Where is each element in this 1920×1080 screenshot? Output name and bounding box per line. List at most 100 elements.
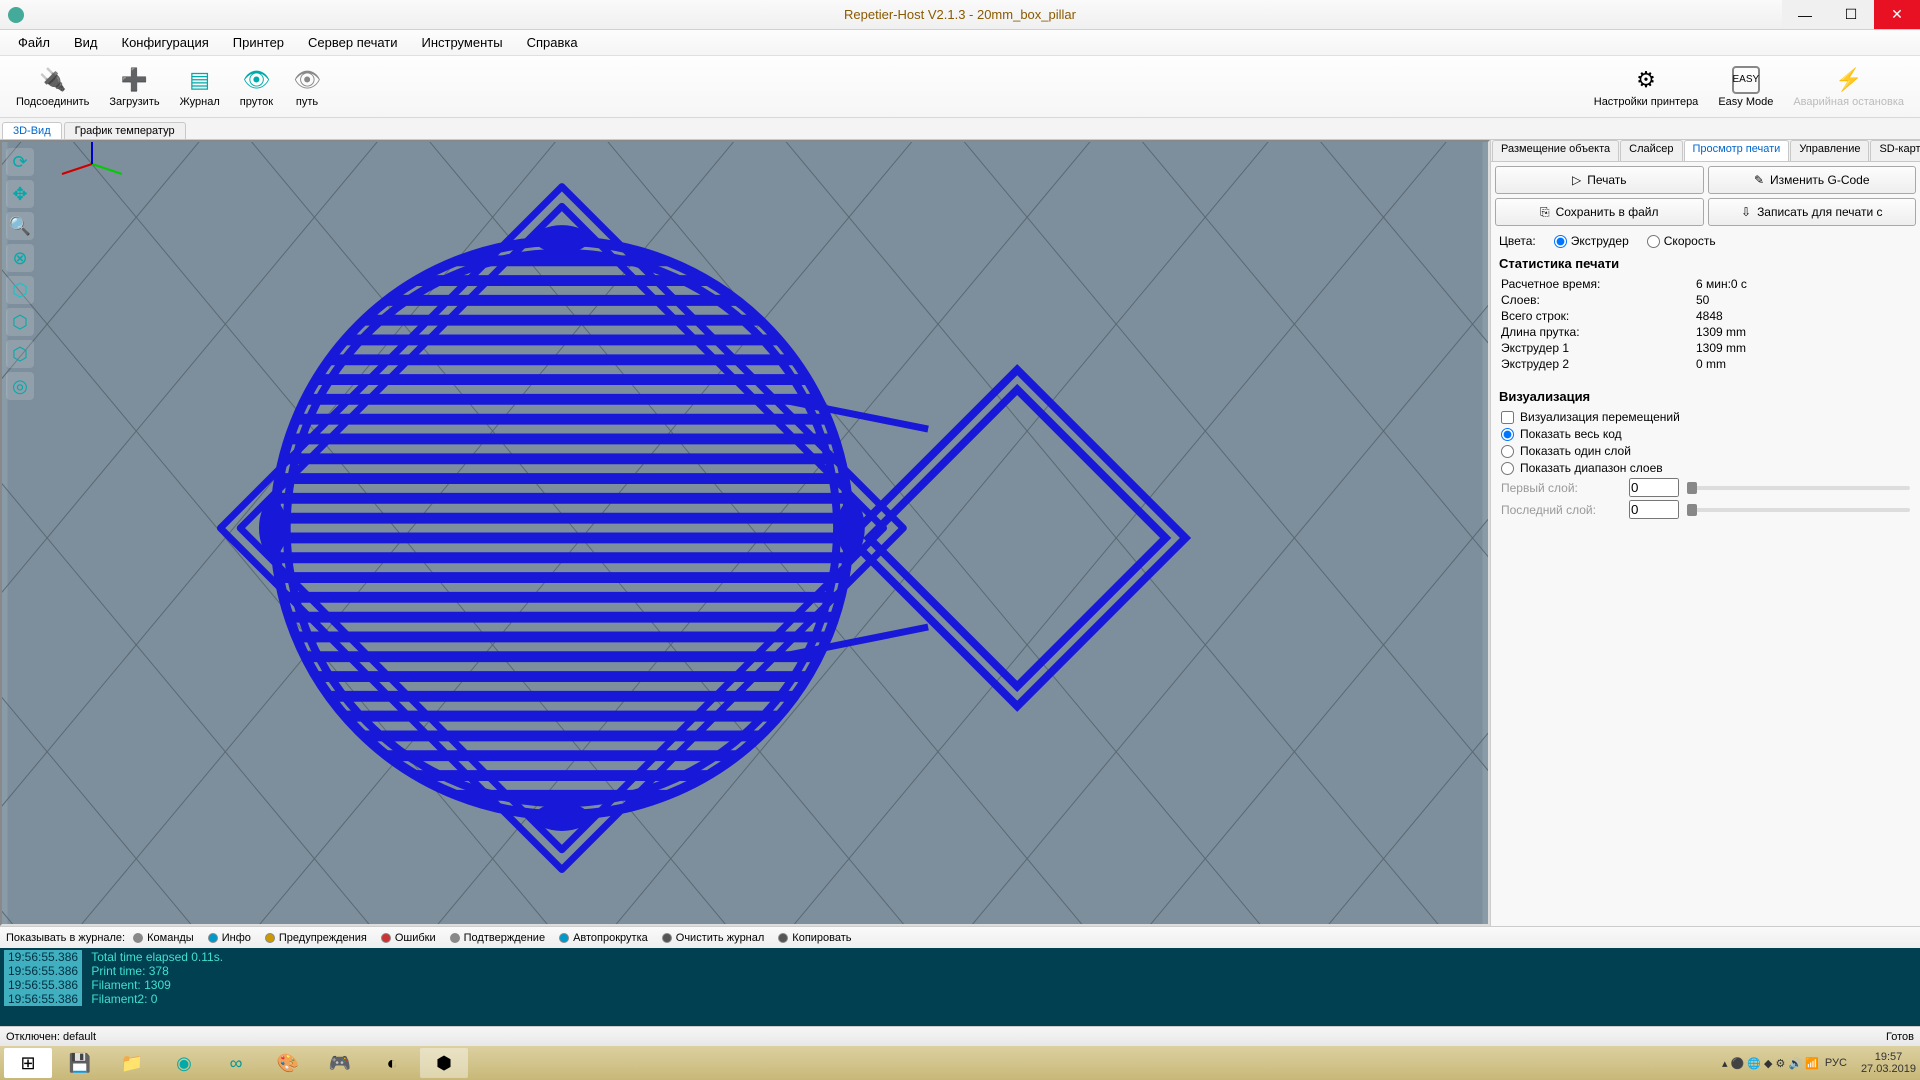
status-left: Отключен: default: [6, 1031, 96, 1043]
menu-Принтер[interactable]: Принтер: [221, 31, 296, 54]
status-right: Готов: [1886, 1031, 1914, 1043]
tool-Аварийная остановка[interactable]: ⚡Аварийная остановка: [1783, 64, 1914, 110]
save-label: Сохранить в файл: [1556, 205, 1659, 219]
view-tab-0[interactable]: 3D-Вид: [2, 122, 62, 139]
print-label: Печать: [1587, 173, 1626, 187]
vis-all-label: Показать весь код: [1520, 427, 1622, 441]
edit-label: Изменить G-Code: [1770, 173, 1869, 187]
lang-indicator[interactable]: РУС: [1825, 1057, 1847, 1069]
menu-Инструменты[interactable]: Инструменты: [410, 31, 515, 54]
vis-range-label: Показать диапазон слоев: [1520, 461, 1663, 475]
fit-icon[interactable]: ◎: [6, 372, 34, 400]
front-icon[interactable]: ⬡: [6, 308, 34, 336]
last-layer-slider[interactable]: [1687, 508, 1910, 512]
tb-app2-icon[interactable]: 🎨: [264, 1048, 312, 1078]
last-layer-input[interactable]: [1629, 500, 1679, 519]
windows-taskbar: ⊞ 💾 📁 ◉ ∞ 🎨 🎮 ◐ ⬢ ▴ ⚫ 🌐 ◆ ⚙ 🔊 📶 РУС 19:5…: [0, 1046, 1920, 1080]
log-filter-5[interactable]: Автопрокрутка: [559, 932, 648, 944]
stat-row: Экструдер 11309 mm: [1501, 341, 1910, 355]
vis-all-radio[interactable]: [1501, 428, 1514, 441]
tb-arduino-icon[interactable]: ∞: [212, 1048, 260, 1078]
tb-save-icon[interactable]: 💾: [56, 1048, 104, 1078]
log-filter-1[interactable]: Инфо: [208, 932, 251, 944]
vis-moves-label: Визуализация перемещений: [1520, 410, 1680, 424]
stat-row: Расчетное время:6 мин:0 с: [1501, 277, 1910, 291]
vis-one-radio[interactable]: [1501, 445, 1514, 458]
vis-moves-checkbox[interactable]: [1501, 411, 1514, 424]
cross-icon[interactable]: ⊗: [6, 244, 34, 272]
clock[interactable]: 19:57 27.03.2019: [1861, 1051, 1916, 1075]
sd-label: Записать для печати с: [1757, 205, 1882, 219]
start-button[interactable]: ⊞: [4, 1048, 52, 1078]
title-bar: Repetier-Host V2.1.3 - 20mm_box_pillar —…: [0, 0, 1920, 30]
tool-Easy Mode[interactable]: EASYEasy Mode: [1708, 64, 1783, 110]
log-filter-7[interactable]: Копировать: [778, 932, 851, 944]
colors-label: Цвета:: [1499, 234, 1536, 248]
3d-viewport[interactable]: ⟳ ✥ 🔍 ⊗ ⬡ ⬡ ⬡ ◎: [0, 140, 1490, 926]
tb-gamepad-icon[interactable]: 🎮: [316, 1048, 364, 1078]
first-layer-slider[interactable]: [1687, 486, 1910, 490]
view-tabs: 3D-ВидГрафик температур: [0, 118, 1920, 140]
rp-tab-4[interactable]: SD-карта: [1870, 140, 1920, 161]
vis-range-radio[interactable]: [1501, 462, 1514, 475]
menu-Вид[interactable]: Вид: [62, 31, 110, 54]
axis-indicator: [52, 140, 1490, 906]
top-icon[interactable]: ⬡: [6, 340, 34, 368]
iso-icon[interactable]: ⬡: [6, 276, 34, 304]
log-filter-bar: Показывать в журнале: Команды Инфо Предупр…: [0, 926, 1920, 948]
first-layer-label: Первый слой:: [1501, 481, 1621, 495]
zoom-icon[interactable]: 🔍: [6, 212, 34, 240]
tool-пруток[interactable]: 👁пруток: [230, 64, 283, 110]
last-layer-label: Последний слой:: [1501, 503, 1621, 517]
view-tab-1[interactable]: График температур: [64, 122, 186, 139]
rp-tab-2[interactable]: Просмотр печати: [1684, 140, 1790, 161]
tb-explorer-icon[interactable]: 📁: [108, 1048, 156, 1078]
close-button[interactable]: ✕: [1874, 0, 1920, 29]
tool-Настройки принтера[interactable]: ⚙Настройки принтера: [1584, 64, 1709, 110]
first-layer-input[interactable]: [1629, 478, 1679, 497]
rotate-icon[interactable]: ⟳: [6, 148, 34, 176]
tb-app1-icon[interactable]: ◉: [160, 1048, 208, 1078]
menu-Конфигурация[interactable]: Конфигурация: [110, 31, 221, 54]
tb-chrome-icon[interactable]: ◐: [368, 1048, 416, 1078]
radio-extruder[interactable]: Экструдер: [1554, 234, 1629, 248]
log-label: Показывать в журнале:: [6, 932, 125, 944]
stat-row: Слоев:50: [1501, 293, 1910, 307]
minimize-button[interactable]: —: [1782, 0, 1828, 29]
right-panel: Размещение объектаСлайсерПросмотр печати…: [1490, 140, 1920, 926]
edit-gcode-button[interactable]: ✎ Изменить G-Code: [1708, 166, 1917, 194]
menu-Справка[interactable]: Справка: [515, 31, 590, 54]
log-filter-3[interactable]: Ошибки: [381, 932, 436, 944]
stats-header: Статистика печати: [1499, 256, 1912, 271]
tool-Загрузить[interactable]: ➕Загрузить: [99, 64, 169, 110]
rp-tab-0[interactable]: Размещение объекта: [1492, 140, 1619, 161]
viewport-tools: ⟳ ✥ 🔍 ⊗ ⬡ ⬡ ⬡ ◎: [6, 148, 34, 400]
stat-row: Экструдер 20 mm: [1501, 357, 1910, 371]
log-filter-4[interactable]: Подтверждение: [450, 932, 545, 944]
right-panel-tabs: Размещение объектаСлайсерПросмотр печати…: [1491, 140, 1920, 162]
print-button[interactable]: ▷ Печать: [1495, 166, 1704, 194]
tool-Журнал[interactable]: ▤Журнал: [170, 64, 230, 110]
system-tray[interactable]: ▴ ⚫ 🌐 ◆ ⚙ 🔊 📶 РУС 19:57 27.03.2019: [1722, 1051, 1916, 1075]
window-title: Repetier-Host V2.1.3 - 20mm_box_pillar: [844, 7, 1076, 22]
log-filter-0[interactable]: Команды: [133, 932, 194, 944]
tb-repetier-icon[interactable]: ⬢: [420, 1048, 468, 1078]
save-file-button[interactable]: ⎘ Сохранить в файл: [1495, 198, 1704, 226]
maximize-button[interactable]: ☐: [1828, 0, 1874, 29]
tool-Подсоединить[interactable]: 🔌Подсоединить: [6, 64, 99, 110]
log-output[interactable]: 19:56:55.386 Total time elapsed 0.11s.19…: [0, 948, 1920, 1026]
save-sd-button[interactable]: ⇩ Записать для печати с: [1708, 198, 1917, 226]
tool-путь[interactable]: 👁путь: [283, 64, 331, 110]
menu-bar: ФайлВидКонфигурацияПринтерСервер печатиИ…: [0, 30, 1920, 56]
move-icon[interactable]: ✥: [6, 180, 34, 208]
menu-Сервер печати[interactable]: Сервер печати: [296, 31, 409, 54]
rp-tab-3[interactable]: Управление: [1790, 140, 1869, 161]
log-filter-6[interactable]: Очистить журнал: [662, 932, 765, 944]
app-icon: [8, 7, 24, 23]
radio-speed[interactable]: Скорость: [1647, 234, 1716, 248]
menu-Файл[interactable]: Файл: [6, 31, 62, 54]
status-bar: Отключен: default Готов: [0, 1026, 1920, 1046]
stat-row: Длина прутка:1309 mm: [1501, 325, 1910, 339]
log-filter-2[interactable]: Предупреждения: [265, 932, 367, 944]
rp-tab-1[interactable]: Слайсер: [1620, 140, 1682, 161]
